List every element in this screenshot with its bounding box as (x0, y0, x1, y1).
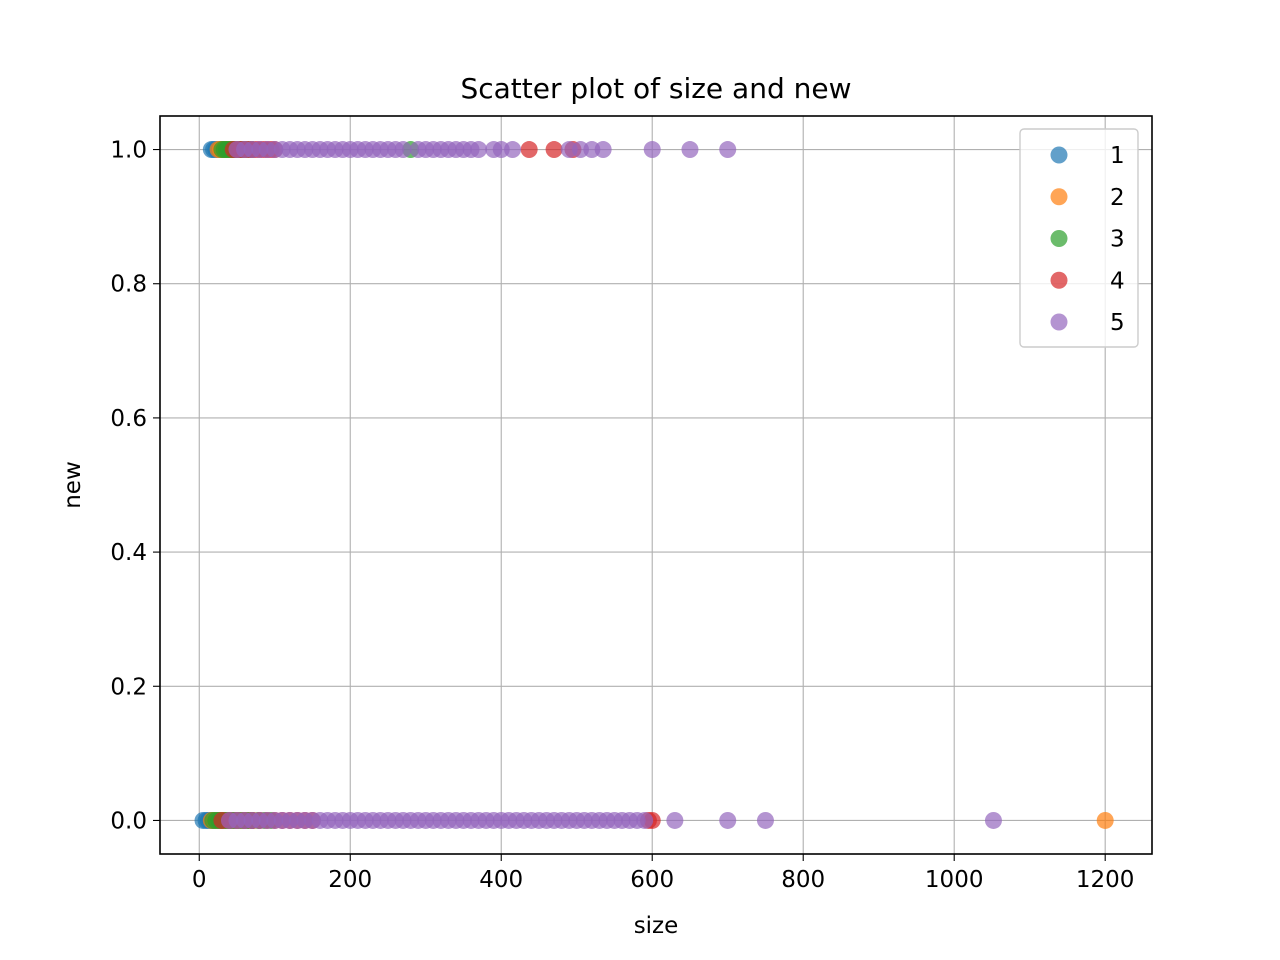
y-axis-ticks: 0.0 0.2 0.4 0.6 0.8 1.0 (110, 138, 160, 834)
scatter-point (719, 811, 737, 829)
legend-label: 3 (1110, 227, 1125, 253)
scatter-point (394, 141, 412, 159)
scatter-point (636, 811, 654, 829)
series-2-points (202, 141, 1114, 829)
scatter-point (594, 141, 612, 159)
scatter-point (756, 811, 774, 829)
y-tick-label: 0.4 (110, 540, 147, 566)
x-tick-label: 200 (328, 867, 372, 893)
legend-label: 4 (1110, 268, 1125, 294)
legend-label: 5 (1110, 310, 1125, 336)
x-axis-label: size (634, 913, 679, 939)
scatter-point (1096, 811, 1114, 829)
y-tick-label: 0.0 (110, 808, 147, 834)
legend-marker (1050, 271, 1068, 289)
scatter-point (719, 141, 737, 159)
x-tick-label: 0 (192, 867, 207, 893)
x-tick-label: 400 (479, 867, 523, 893)
scatter-point (984, 811, 1002, 829)
data-points (194, 141, 1114, 829)
plot-area (159, 115, 1153, 855)
grid (160, 116, 1152, 854)
series-1-points (194, 141, 261, 829)
scatter-point (666, 811, 684, 829)
x-axis-ticks: 0 200 400 600 800 1000 1200 (192, 854, 1135, 893)
y-tick-label: 1.0 (110, 138, 147, 164)
y-tick-label: 0.8 (110, 272, 147, 298)
legend-marker (1050, 146, 1068, 164)
x-tick-label: 1000 (925, 867, 984, 893)
legend: 1 2 3 4 5 (1019, 128, 1139, 348)
legend-marker (1050, 230, 1068, 247)
y-tick-label: 0.6 (110, 406, 147, 432)
series-5-points (220, 141, 1002, 829)
chart-title: Scatter plot of size and new (460, 72, 851, 105)
legend-label: 1 (1110, 143, 1125, 169)
series-4-points (213, 141, 661, 829)
scatter-point (545, 141, 563, 159)
y-tick-label: 0.2 (110, 674, 147, 700)
x-tick-label: 600 (630, 867, 674, 893)
y-axis-label: new (60, 461, 86, 509)
series-3-points (204, 141, 420, 829)
legend-box (1019, 128, 1139, 348)
x-tick-label: 1200 (1076, 867, 1135, 893)
scatter-point (681, 141, 699, 159)
scatter-point (470, 141, 488, 159)
legend-label: 2 (1110, 185, 1125, 211)
legend-marker (1050, 313, 1068, 331)
x-tick-label: 800 (781, 867, 825, 893)
scatter-point (504, 141, 522, 159)
scatter-point (520, 141, 538, 159)
scatter-point (643, 141, 661, 159)
legend-marker (1050, 188, 1068, 206)
